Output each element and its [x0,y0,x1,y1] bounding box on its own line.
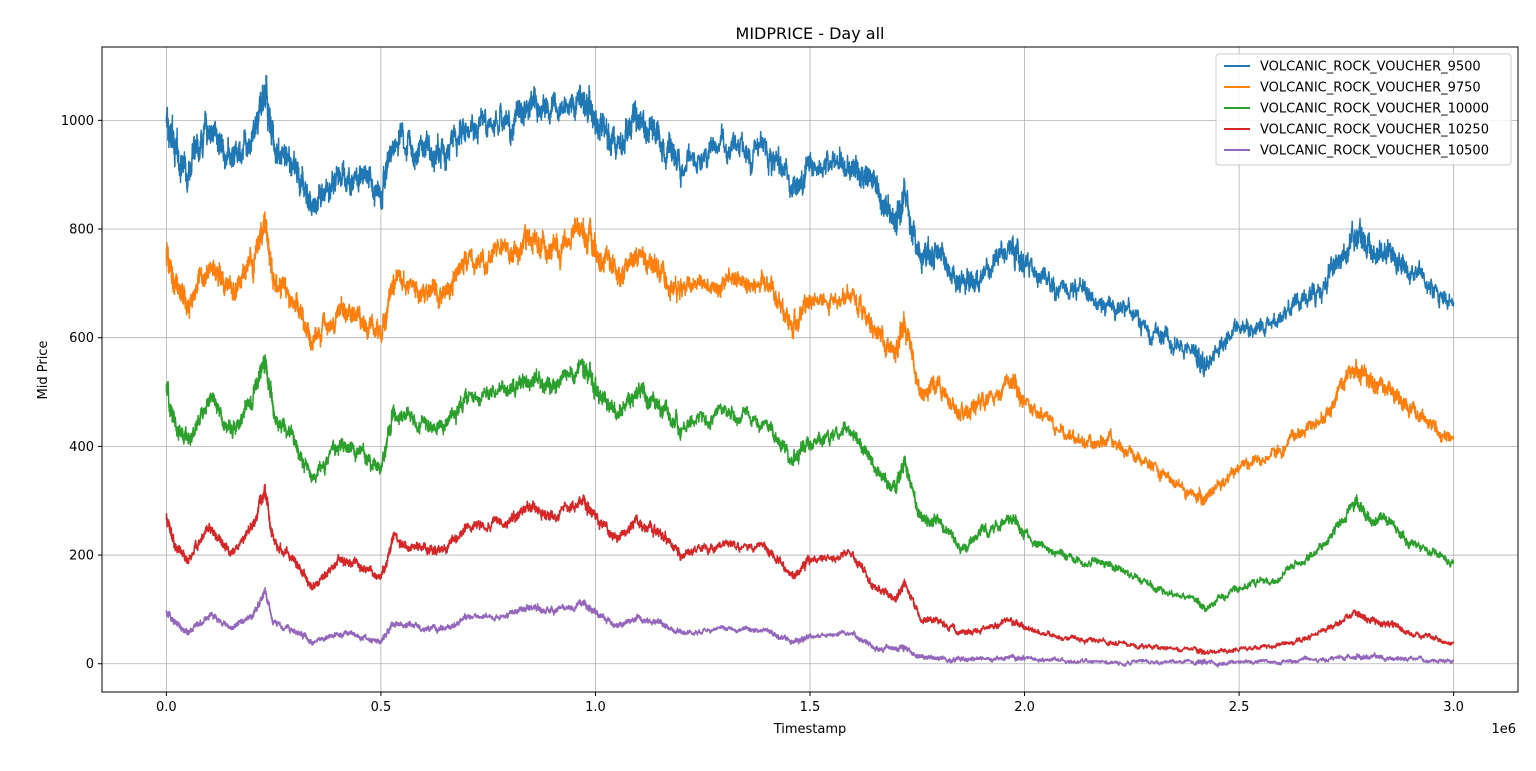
y-tick-label: 600 [69,331,94,346]
x-tick-label: 0.5 [371,700,392,715]
y-tick-label: 0 [86,657,94,672]
series-line [165,354,1455,613]
x-axis-offset-label: 1e6 [1491,722,1516,737]
legend-label: VOLCANIC_ROCK_VOUCHER_9500 [1260,60,1481,75]
y-tick-label: 800 [69,223,94,238]
x-tick-label: 2.5 [1229,700,1250,715]
series-line [165,587,1455,668]
legend-label: VOLCANIC_ROCK_VOUCHER_10250 [1260,123,1489,138]
y-tick-label: 400 [69,440,94,455]
y-axis: 0 200 400 600 800 1000 [61,114,102,672]
legend-label: VOLCANIC_ROCK_VOUCHER_9750 [1260,81,1481,96]
x-axis: 0.0 0.5 1.0 1.5 2.0 2.5 3.0 [156,692,1464,715]
y-tick-label: 200 [69,549,94,564]
series-layer [165,74,1455,668]
x-tick-label: 2.0 [1014,700,1035,715]
legend: VOLCANIC_ROCK_VOUCHER_9500 VOLCANIC_ROCK_… [1215,53,1512,166]
legend-label: VOLCANIC_ROCK_VOUCHER_10000 [1260,102,1489,117]
x-tick-label: 3.0 [1443,700,1464,715]
x-axis-label: Timestamp [773,722,847,737]
series-line [165,211,1455,506]
chart-title: MIDPRICE - Day all [736,24,885,43]
series-line [165,74,1455,378]
x-tick-label: 1.0 [585,700,606,715]
y-tick-label: 1000 [61,114,94,129]
legend-box [1215,53,1512,166]
x-tick-label: 1.5 [800,700,821,715]
y-axis-label: Mid Price [36,341,51,400]
x-tick-label: 0.0 [156,700,177,715]
legend-label: VOLCANIC_ROCK_VOUCHER_10500 [1260,144,1489,159]
series-line [165,483,1455,656]
